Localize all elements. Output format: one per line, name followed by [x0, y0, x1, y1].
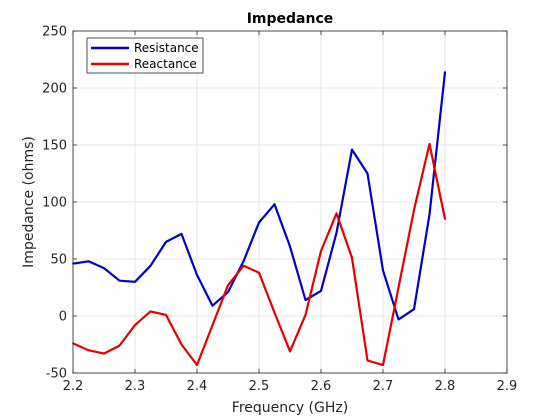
x-tick-label: 2.2 — [63, 379, 84, 394]
y-tick-label: 100 — [42, 196, 67, 211]
reactance-point — [366, 359, 369, 362]
y-tick-label: 150 — [42, 139, 67, 154]
resistance-point — [428, 213, 431, 216]
reactance-point — [413, 209, 415, 211]
x-tick-label: 2.3 — [125, 379, 146, 394]
resistance-point — [413, 308, 415, 311]
reactance-point — [165, 313, 167, 316]
reactance-point — [118, 344, 121, 347]
resistance-point — [397, 318, 400, 321]
resistance-point — [165, 241, 167, 243]
x-tick-label: 2.6 — [311, 379, 332, 394]
x-tick-label: 2.4 — [187, 379, 208, 394]
reactance-point — [320, 250, 322, 252]
reactance-point — [382, 364, 384, 366]
x-tick-label: 2.8 — [435, 379, 456, 394]
reactance-point — [87, 349, 90, 352]
reactance-point — [335, 212, 338, 215]
resistance-point — [211, 304, 214, 307]
resistance-point — [382, 269, 384, 272]
y-tick-label: 0 — [59, 310, 67, 325]
reactance-point — [289, 350, 291, 353]
chart-title: Impedance — [247, 11, 334, 27]
reactance-point — [351, 256, 353, 259]
reactance-point — [397, 286, 400, 289]
resistance-point — [320, 290, 322, 292]
reactance-point — [242, 264, 245, 267]
y-tick-label: 50 — [50, 253, 67, 268]
resistance-point — [444, 71, 446, 73]
resistance-point — [103, 267, 105, 270]
reactance-point — [103, 352, 105, 355]
legend: Resistance Reactance — [86, 37, 204, 74]
resistance-point — [366, 172, 369, 175]
legend-label-reactance: Reactance — [134, 57, 197, 71]
reactance-point — [273, 311, 276, 314]
reactance-point — [428, 142, 431, 145]
reactance-point — [180, 343, 183, 346]
x-tick-label: 2.7 — [373, 379, 394, 394]
resistance-point — [335, 231, 338, 234]
resistance-point — [134, 280, 136, 283]
legend-label-resistance: Resistance — [134, 41, 199, 55]
series-layer — [72, 71, 447, 367]
x-tick-label: 2.9 — [497, 379, 518, 394]
reactance-point — [227, 284, 229, 287]
reactance-point — [134, 324, 136, 327]
y-tick-label: -50 — [46, 367, 67, 382]
resistance-point — [258, 221, 260, 224]
y-tick-label: 200 — [42, 82, 67, 97]
y-axis-label: Impedance (ohms) — [21, 136, 37, 268]
reactance-point — [444, 218, 446, 221]
resistance-point — [87, 260, 90, 263]
resistance-point — [227, 291, 229, 293]
resistance-point — [304, 299, 307, 301]
resistance-point — [351, 148, 353, 151]
axis-ticks: 2.2 2.3 2.4 2.5 2.6 2.7 2.8 2.9 -50 0 50 100 150 200 2… — [42, 25, 517, 395]
x-tick-label: 2.5 — [249, 379, 270, 394]
reactance-point — [258, 271, 260, 274]
resistance-point — [180, 233, 183, 235]
resistance-point — [196, 274, 198, 276]
reactance-point — [196, 364, 198, 366]
resistance-point — [289, 245, 291, 248]
resistance-point — [273, 203, 276, 206]
y-tick-label: 250 — [42, 25, 67, 40]
reactance-point — [211, 324, 214, 327]
resistance-point — [242, 260, 245, 263]
resistance-point — [149, 264, 152, 267]
reactance-point — [304, 313, 307, 316]
resistance-point — [118, 279, 121, 282]
x-axis-label: Frequency (GHz) — [232, 400, 348, 416]
legend-box — [86, 37, 204, 74]
reactance-point — [149, 310, 152, 313]
